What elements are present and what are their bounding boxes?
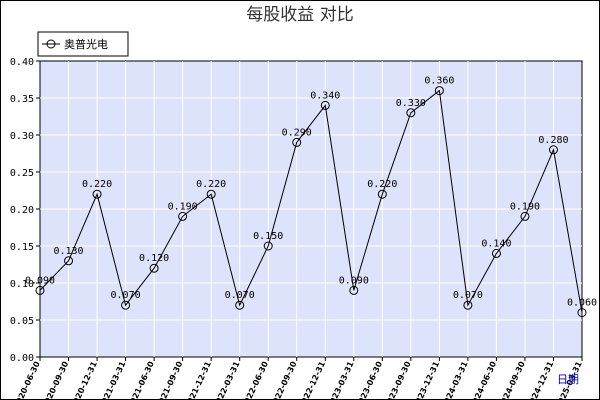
data-point [463, 300, 473, 310]
data-label: 0.220 [196, 179, 226, 190]
data-label: 0.070 [453, 290, 483, 301]
y-tick-label: 0.10 [10, 279, 34, 290]
data-label: 0.060 [567, 298, 597, 309]
data-point [35, 285, 45, 295]
data-label: 0.070 [111, 290, 141, 301]
series-layer: 0.090 0.130 0.220 0.070 0.120 0.190 0.220 0.070… [25, 76, 597, 318]
data-point [235, 300, 245, 310]
x-tick-label: 2021-06-30 [126, 360, 156, 400]
data-label: 0.340 [310, 90, 340, 101]
data-label: 0.070 [225, 290, 255, 301]
data-point [377, 189, 387, 199]
x-tick-label: 2024-09-30 [497, 360, 527, 400]
data-point [320, 100, 330, 110]
x-tick-label: 2024-12-31 [526, 360, 556, 400]
y-tick-label: 0.30 [10, 131, 34, 142]
data-label: 0.090 [25, 275, 55, 286]
x-tick-label: 2022-09-30 [269, 360, 299, 400]
chart-title: 每股收益 对比 [246, 5, 353, 25]
y-tick-label: 0.05 [10, 316, 34, 327]
data-label: 0.280 [538, 135, 568, 146]
y-tick-label: 0.25 [10, 168, 34, 179]
x-tick-label: 2022-06-30 [240, 360, 270, 400]
data-label: 0.330 [396, 98, 426, 109]
data-point [206, 189, 216, 199]
data-label: 0.090 [339, 275, 369, 286]
x-tick-label: 2022-12-31 [297, 360, 327, 400]
data-point [406, 108, 416, 118]
x-tick-label: 2023-12-31 [411, 360, 441, 400]
gridlines [40, 61, 582, 357]
data-point [121, 300, 131, 310]
y-tick-label: 0.00 [10, 353, 34, 364]
y-tick-label: 0.40 [10, 57, 34, 68]
legend: 奥普光电 [37, 31, 129, 57]
x-tick-label: 2020-06-30 [12, 360, 42, 400]
data-label: 0.120 [139, 253, 169, 264]
data-label: 0.130 [53, 246, 83, 257]
data-label: 0.220 [367, 179, 397, 190]
legend-marker [46, 39, 56, 49]
x-tick-label: 2021-12-31 [183, 360, 213, 400]
data-label: 0.220 [82, 179, 112, 190]
y-axis: 0.00 0.05 0.10 0.15 0.20 0.25 0.30 0.35 0.40 [10, 57, 40, 364]
x-tick-label: 2023-09-30 [383, 360, 413, 400]
y-tick-label: 0.15 [10, 242, 34, 253]
data-point [92, 189, 102, 199]
data-point [548, 145, 558, 155]
data-point [292, 137, 302, 147]
y-tick-label: 0.35 [10, 94, 34, 105]
x-tick-label: 2022-03-31 [212, 360, 242, 400]
x-tick-label: 2024-03-31 [440, 360, 470, 400]
data-label: 0.190 [168, 201, 198, 212]
data-label: 0.190 [510, 201, 540, 212]
data-point [491, 248, 501, 258]
x-tick-label: 2021-09-30 [155, 360, 185, 400]
data-point [149, 263, 159, 273]
x-tick-label: 2021-03-31 [98, 360, 128, 400]
data-point [349, 285, 359, 295]
x-tick-label: 2023-03-31 [326, 360, 356, 400]
x-tick-label: 2020-12-31 [69, 360, 99, 400]
data-point [520, 211, 530, 221]
x-axis: 2020-06-302020-09-302020-12-312021-03-31… [12, 357, 584, 400]
legend-label: 奥普光电 [64, 37, 108, 51]
x-axis-unit-label: 日期 [557, 373, 579, 386]
x-tick-label: 2023-06-30 [354, 360, 384, 400]
y-tick-label: 0.20 [10, 205, 34, 216]
data-label: 0.140 [481, 238, 511, 249]
data-label: 0.290 [282, 127, 312, 138]
data-point [263, 241, 273, 251]
x-tick-label: 2024-06-30 [468, 360, 498, 400]
data-point [434, 86, 444, 96]
data-point [64, 256, 74, 266]
data-point [178, 211, 188, 221]
data-label: 0.360 [424, 76, 454, 87]
series-line [39, 89, 583, 313]
data-point [577, 308, 587, 318]
data-label: 0.150 [253, 231, 283, 242]
x-tick-label: 2020-09-30 [41, 360, 71, 400]
